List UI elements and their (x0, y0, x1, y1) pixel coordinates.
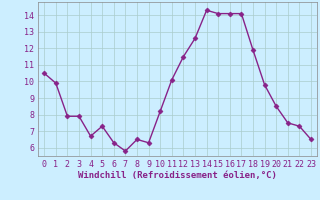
X-axis label: Windchill (Refroidissement éolien,°C): Windchill (Refroidissement éolien,°C) (78, 171, 277, 180)
